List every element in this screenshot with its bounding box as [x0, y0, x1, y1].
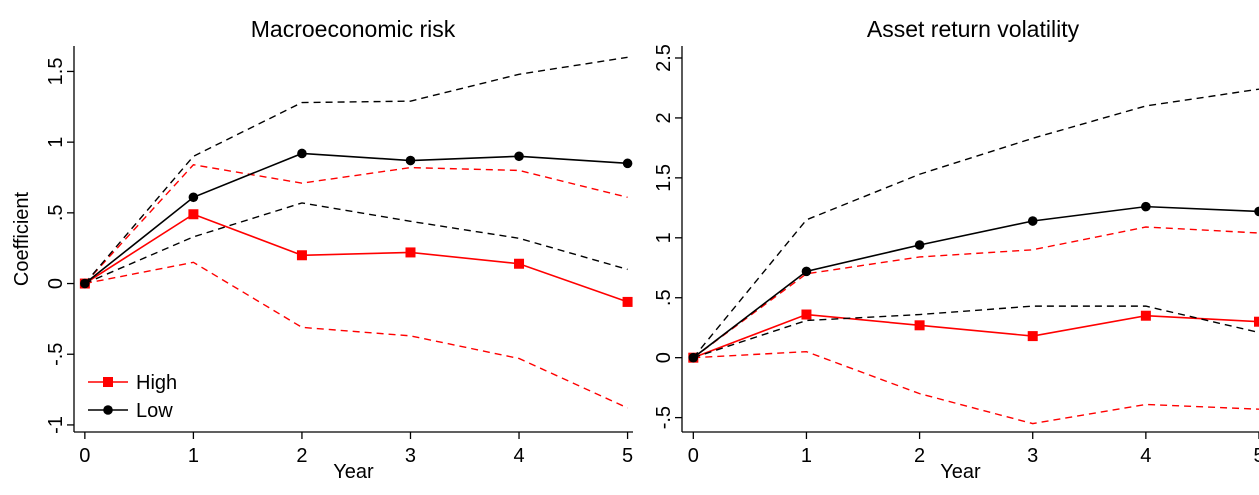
- series-high-line: [693, 313, 1259, 359]
- x-axis-label: Year: [940, 461, 981, 483]
- series-high-point: [1140, 310, 1151, 321]
- series-low-upper-ci: [692, 88, 1259, 359]
- y-tick-label: .5: [653, 289, 675, 306]
- series-high-point: [914, 320, 925, 331]
- series-high-lower-ci: [693, 350, 1259, 425]
- series-low-point: [688, 352, 699, 363]
- x-axis-label: Year: [333, 461, 374, 483]
- series-high-point: [405, 247, 416, 258]
- x-tick-label: 4: [1140, 445, 1151, 467]
- series-high-point: [801, 309, 812, 320]
- y-tick-label: 2: [653, 112, 675, 123]
- x-tick-label: 2: [914, 445, 925, 467]
- chart-title: Asset return volatility: [867, 16, 1080, 42]
- x-tick-label: 0: [79, 445, 90, 467]
- y-tick-label: -1: [45, 416, 67, 434]
- x-tick-label: 2: [296, 445, 307, 467]
- series-high-lower-ci: [84, 261, 628, 409]
- series-low-point: [514, 151, 524, 162]
- series-low-point: [622, 158, 633, 169]
- series-low-point: [801, 266, 812, 277]
- series-low-line: [692, 205, 1259, 359]
- x-tick-label: 3: [405, 445, 416, 467]
- series-low-point: [914, 240, 925, 250]
- series-low-point: [80, 278, 90, 289]
- series-high-point: [296, 250, 307, 261]
- series-low-lower-ci: [693, 305, 1259, 359]
- series-low-point: [188, 192, 199, 203]
- x-tick-label: 5: [1253, 445, 1259, 467]
- legend-label-high: High: [136, 372, 177, 394]
- series-low-line: [84, 152, 628, 285]
- y-tick-label: -.5: [653, 406, 675, 429]
- series-low-lower-ci: [84, 202, 628, 285]
- y-tick-label: 0: [45, 278, 67, 289]
- series-low-point: [1027, 216, 1038, 226]
- legend-marker-high: [103, 377, 113, 387]
- series-low-upper-ci: [84, 56, 628, 284]
- x-tick-label: 1: [188, 445, 199, 467]
- y-tick-label: .5: [45, 204, 67, 221]
- series-low-point: [405, 155, 416, 166]
- legend-label-low: Low: [136, 400, 173, 422]
- y-tick-label: 1: [653, 232, 675, 243]
- y-tick-label: 1.5: [653, 164, 675, 192]
- chart-title: Macroeconomic risk: [251, 16, 456, 42]
- series-low-point: [1141, 201, 1151, 212]
- y-tick-label: 0: [653, 352, 675, 363]
- series-high-point: [1254, 316, 1259, 327]
- x-tick-label: 4: [513, 445, 524, 467]
- x-tick-label: 0: [688, 445, 699, 467]
- series-high-point: [622, 296, 633, 307]
- legend-marker-low: [103, 405, 113, 415]
- y-tick-label: 1.5: [45, 58, 67, 86]
- series-high-point: [1027, 331, 1038, 342]
- y-tick-label: -.5: [45, 343, 67, 366]
- series-high-point: [188, 209, 199, 220]
- y-axis-label: Coefficient: [11, 191, 33, 286]
- x-tick-label: 1: [801, 445, 812, 467]
- series-low-point: [297, 148, 307, 159]
- y-tick-label: 2.5: [653, 44, 675, 72]
- series-high-point: [514, 258, 525, 269]
- x-tick-label: 5: [622, 445, 633, 467]
- y-tick-label: 1: [45, 137, 67, 148]
- series-low-point: [1254, 206, 1259, 217]
- x-tick-label: 3: [1027, 445, 1038, 467]
- series-high-upper-ci: [84, 164, 628, 285]
- series-high-line: [84, 213, 628, 303]
